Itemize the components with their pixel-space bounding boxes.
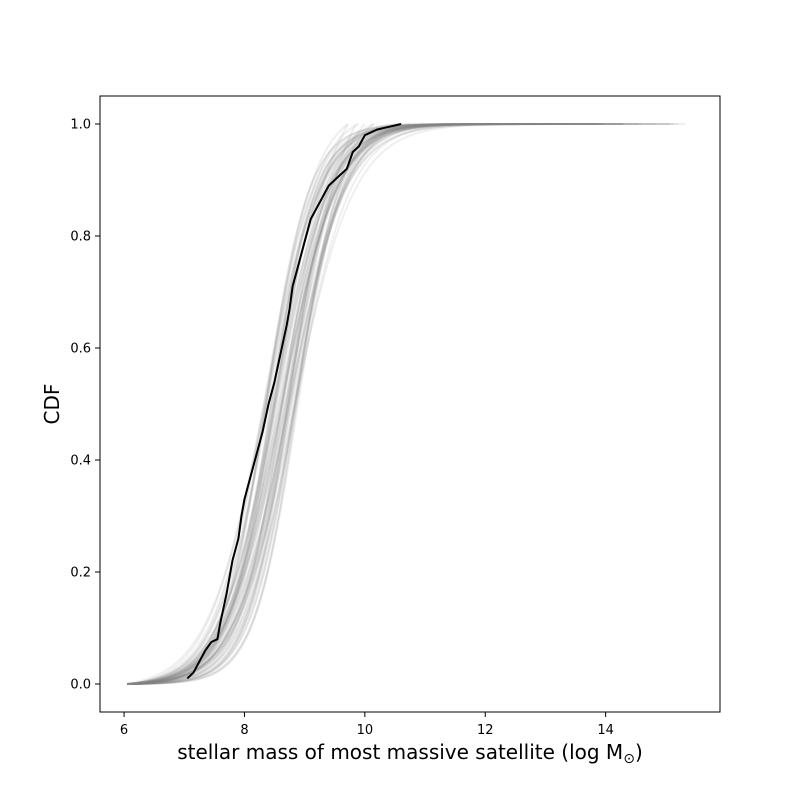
realization-cdf-line bbox=[133, 123, 464, 685]
realization-cdf-line bbox=[130, 123, 521, 685]
y-tick-label: 0.0 bbox=[70, 678, 91, 693]
realization-cdf-line bbox=[130, 123, 540, 685]
x-tick-label: 6 bbox=[120, 723, 128, 738]
realization-cdf-line bbox=[132, 123, 530, 685]
x-tick-label: 8 bbox=[240, 723, 248, 738]
realization-cdf-line bbox=[130, 123, 569, 685]
realization-cdf-line bbox=[127, 123, 474, 685]
realization-cdf-line bbox=[133, 123, 426, 685]
realization-cdf-line bbox=[130, 123, 375, 685]
realization-cdf-line bbox=[133, 123, 625, 685]
realization-cdf-line bbox=[127, 123, 450, 685]
realization-cdf-line bbox=[127, 123, 366, 685]
realization-cdf-line bbox=[133, 123, 679, 685]
x-axis-label-subscript: ⊙ bbox=[623, 751, 635, 767]
realization-cdf-line bbox=[127, 123, 624, 685]
realization-cdf-line bbox=[133, 123, 466, 685]
x-tick-label: 10 bbox=[357, 723, 374, 738]
realization-cdf-line bbox=[133, 123, 349, 685]
realization-cdf-line bbox=[130, 123, 432, 685]
realization-cdf-line bbox=[126, 123, 349, 685]
realization-cdf-line bbox=[133, 123, 375, 685]
x-axis-ticks: 6 8 10 12 14 bbox=[120, 712, 614, 738]
realization-cdf-line bbox=[129, 123, 403, 685]
x-axis-label-suffix: ) bbox=[635, 740, 643, 764]
y-tick-label: 0.4 bbox=[70, 454, 91, 469]
axes-frame bbox=[99, 95, 721, 713]
x-axis-label: stellar mass of most massive satellite (… bbox=[177, 740, 643, 767]
realization-cdf-line bbox=[133, 123, 457, 685]
realization-cdf-line bbox=[130, 123, 447, 685]
realization-cdf-line bbox=[132, 123, 600, 685]
realization-cdf-line bbox=[133, 123, 424, 685]
realization-cdf-line bbox=[132, 123, 670, 685]
realization-cdf-line bbox=[133, 123, 403, 685]
y-tick-label: 1.0 bbox=[70, 118, 91, 133]
realization-cdf-line bbox=[133, 123, 420, 685]
realization-cdf-line bbox=[127, 123, 357, 685]
realization-cdf-line bbox=[127, 123, 686, 685]
realization-cdf-line bbox=[126, 123, 474, 685]
x-tick-label: 14 bbox=[597, 723, 614, 738]
x-tick-label: 12 bbox=[477, 723, 494, 738]
realization-cdf-line bbox=[126, 123, 601, 685]
y-tick-label: 0.8 bbox=[70, 230, 91, 245]
realization-cdf-line bbox=[127, 123, 493, 685]
realization-cdf-line bbox=[133, 123, 605, 685]
realization-cdf-line bbox=[130, 123, 417, 685]
observed-cdf-line bbox=[186, 123, 402, 680]
realization-cdf-line bbox=[126, 123, 545, 685]
y-tick-label: 0.6 bbox=[70, 342, 91, 357]
realization-cdf-line bbox=[127, 123, 397, 685]
realization-cdf-line bbox=[133, 123, 455, 685]
realization-cdf-line bbox=[127, 123, 504, 685]
y-axis-ticks: 0.0 0.2 0.4 0.6 0.8 1.0 bbox=[70, 118, 100, 693]
realization-cdf-line bbox=[133, 123, 551, 685]
plot-area bbox=[126, 123, 686, 685]
y-tick-label: 0.2 bbox=[70, 566, 91, 581]
realization-cdf-line bbox=[127, 123, 501, 685]
realization-cdf-line bbox=[127, 123, 638, 685]
realization-cdf-line bbox=[130, 123, 360, 685]
realization-cdf-line bbox=[133, 123, 560, 685]
realization-cdf-line bbox=[130, 123, 402, 685]
realization-cdf-line bbox=[127, 123, 498, 685]
realization-cdf-line bbox=[127, 123, 495, 685]
y-axis-label: CDF bbox=[40, 384, 64, 425]
realization-cdf-line bbox=[133, 123, 410, 685]
realization-cdf-line bbox=[133, 123, 457, 685]
realization-cdf-line bbox=[130, 123, 596, 685]
realization-cdf-line bbox=[127, 123, 403, 685]
